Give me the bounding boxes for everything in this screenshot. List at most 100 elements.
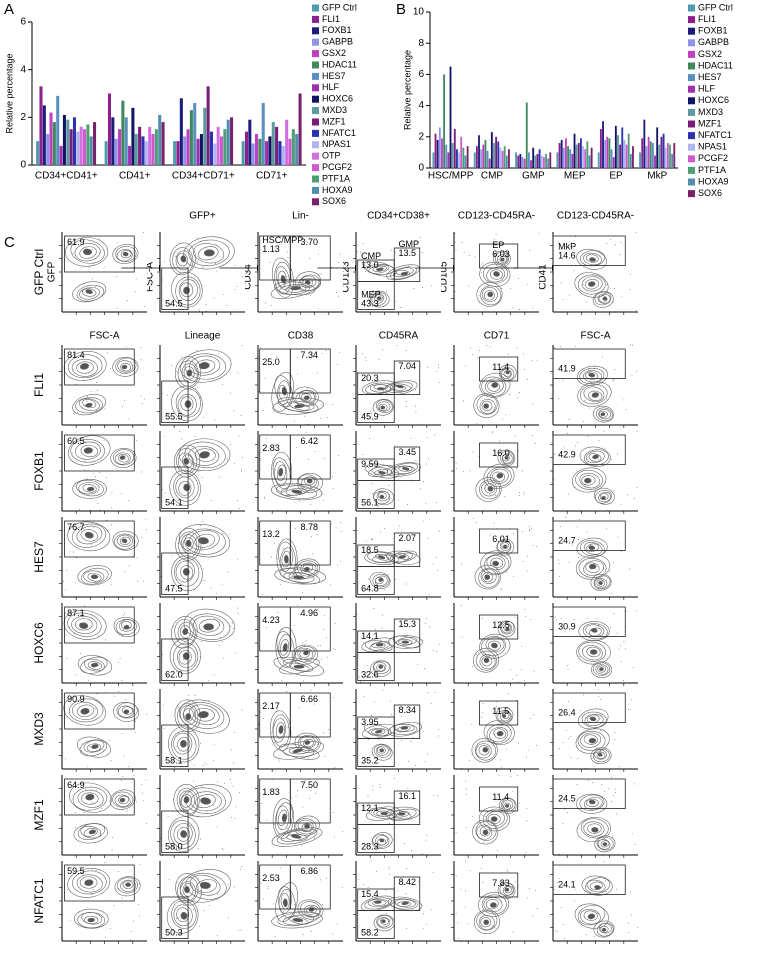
event-dot [99,832,101,834]
bar [203,107,207,165]
gate-value: 3.95 [361,717,379,727]
gate-value: 59.5 [67,866,85,876]
event-dot [162,704,164,706]
contour [389,550,417,563]
event-dot [171,760,173,762]
contour [301,823,313,832]
event-dot [388,866,390,868]
event-dot [390,919,391,921]
bar [499,147,502,168]
bar [571,153,574,168]
event-dot [74,486,76,488]
contour [589,563,597,570]
event-dot [198,926,200,928]
contour [197,246,219,261]
event-dot [594,366,596,367]
bar [617,135,619,168]
event-dot [523,494,525,496]
event-dot [564,631,566,633]
bar [196,138,200,165]
gate [161,638,189,681]
gate-name: MEP [361,289,381,299]
event-dot [294,527,296,529]
y-tick-label: 8 [418,38,424,49]
event-dot [307,412,308,414]
event-dot [230,782,232,784]
event-dot [372,789,374,791]
event-dot [455,912,457,914]
event-dot [76,557,78,559]
event-dot [400,385,402,387]
bar [258,138,262,165]
contour [270,710,292,751]
event-dot [286,691,287,692]
bar [515,152,517,168]
event-dot [307,242,309,243]
gate-value: 2.17 [262,701,280,711]
y-axis-label: Relative percentage [402,50,412,130]
legend-label: GSX2 [322,48,346,58]
contour [87,661,102,670]
event-dot [636,371,638,373]
gate-value: 14.6 [558,250,576,260]
contour [498,797,517,815]
contour [479,398,496,414]
bar [582,146,584,168]
event-dot [506,868,508,870]
plot-bg [553,689,638,769]
event-dot [624,648,626,650]
event-dot [265,437,267,439]
event-dot [283,817,285,819]
event-dot [361,674,363,676]
legend-label: FOXB1 [698,26,728,36]
event-dot [226,458,228,460]
event-dot [414,765,416,766]
contour [393,267,414,277]
event-dot [122,775,124,777]
event-dot [587,461,589,463]
event-dot [371,482,373,484]
contour [598,410,608,418]
event-dot [166,674,168,676]
event-dot [372,289,374,291]
event-dot [524,608,526,610]
flow-plot: 7.83 [451,860,539,944]
gate-value: 43.3 [361,298,379,308]
legend-swatch [688,190,695,198]
contour [400,726,409,730]
contour [275,722,285,739]
contour [503,802,511,810]
event-dot [265,704,267,706]
event-dot [69,919,71,921]
contour [588,737,597,744]
event-dot [274,542,276,544]
contour [602,842,608,847]
event-dot [412,737,414,739]
event-dot [411,908,413,910]
event-dot [262,898,264,900]
event-dot [271,744,273,746]
event-dot [67,613,69,615]
contour [74,618,93,631]
event-dot [631,375,633,377]
contour [190,791,222,812]
event-dot [65,634,67,636]
event-dot [364,267,366,269]
contour [184,441,226,469]
event-dot [193,780,195,782]
event-dot [202,267,204,268]
contour [80,529,99,542]
event-dot [79,911,81,913]
event-dot [568,493,569,495]
event-dot [415,405,416,407]
contour [84,531,94,539]
contour [85,793,95,801]
contour [483,919,490,925]
contour [83,447,93,454]
event-dot [620,661,622,662]
event-dot [275,242,277,244]
event-dot [566,812,568,813]
event-dot [305,432,307,434]
contour [489,269,503,280]
bar [527,152,530,168]
